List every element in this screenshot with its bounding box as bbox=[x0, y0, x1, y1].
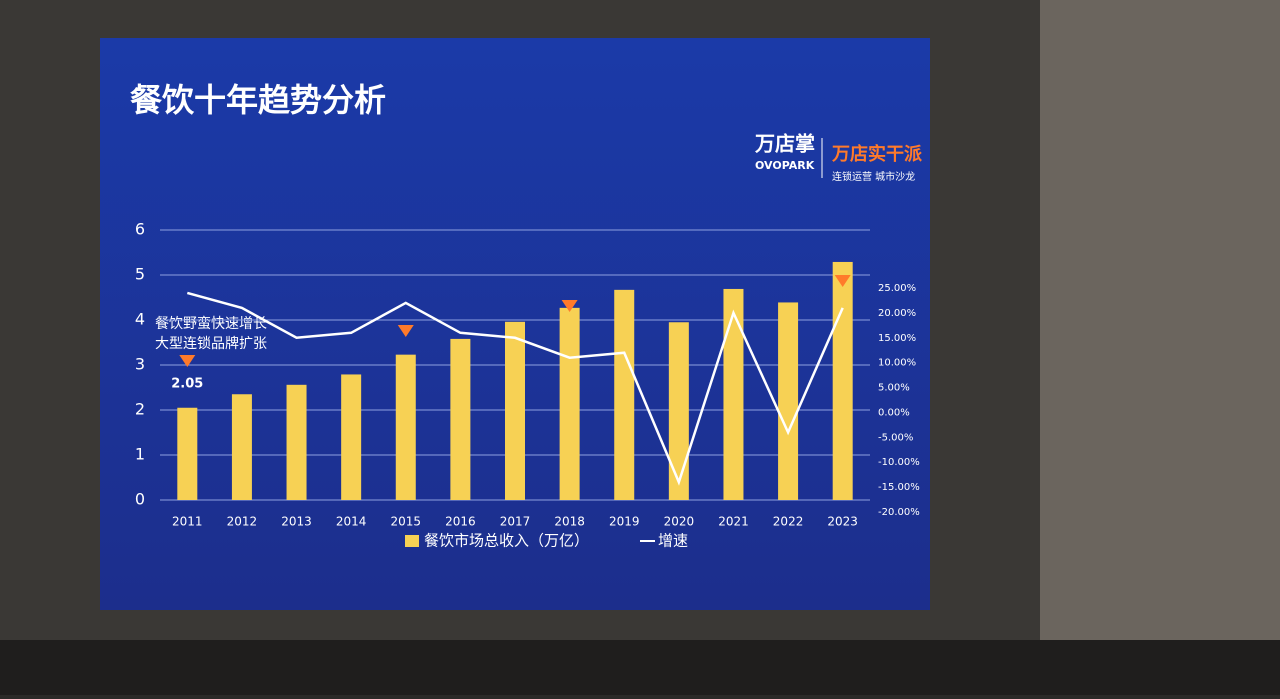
bar bbox=[832, 261, 853, 500]
y2-tick-label: -20.00% bbox=[878, 507, 920, 518]
y2-tick-label: 10.00% bbox=[878, 358, 916, 369]
bar bbox=[614, 289, 635, 500]
bar bbox=[231, 394, 252, 500]
marker bbox=[834, 275, 851, 287]
y2-tick-label: 5.00% bbox=[878, 383, 910, 394]
legend-swatch bbox=[405, 535, 419, 547]
x-tick-label: 2020 bbox=[664, 515, 695, 529]
y-tick-label: 6 bbox=[135, 220, 145, 239]
bar bbox=[668, 322, 689, 500]
logo-en: OVOPARK bbox=[755, 159, 815, 172]
x-tick-label: 2013 bbox=[281, 515, 312, 529]
legend-label: 增速 bbox=[658, 532, 688, 550]
bar bbox=[559, 307, 580, 500]
marker bbox=[179, 355, 196, 367]
y-tick-label: 4 bbox=[135, 310, 145, 329]
y2-tick-label: 20.00% bbox=[878, 308, 916, 319]
bar bbox=[286, 384, 307, 500]
audience bbox=[0, 640, 1280, 695]
x-tick-label: 2021 bbox=[718, 515, 749, 529]
x-tick-label: 2015 bbox=[390, 515, 421, 529]
marker bbox=[397, 325, 414, 337]
annotation: 餐饮野蛮快速增长 bbox=[155, 315, 267, 332]
x-tick-label: 2018 bbox=[554, 515, 585, 529]
event: 连锁运营 城市沙龙 bbox=[832, 170, 915, 183]
y2-tick-label: -5.00% bbox=[878, 432, 913, 443]
x-tick-label: 2011 bbox=[172, 515, 203, 529]
y2-tick-label: -10.00% bbox=[878, 457, 920, 468]
y-tick-label: 1 bbox=[135, 445, 145, 464]
y-tick-label: 0 bbox=[135, 490, 145, 509]
x-tick-label: 2023 bbox=[827, 515, 858, 529]
x-tick-label: 2014 bbox=[336, 515, 367, 529]
x-tick-label: 2012 bbox=[227, 515, 258, 529]
bar bbox=[341, 374, 362, 500]
x-tick-label: 2017 bbox=[500, 515, 531, 529]
x-tick-label: 2019 bbox=[609, 515, 640, 529]
y-tick-label: 2 bbox=[135, 400, 145, 419]
y-tick-label: 3 bbox=[135, 355, 145, 374]
legend-label: 餐饮市场总收入（万亿） bbox=[424, 532, 589, 550]
bar bbox=[395, 354, 416, 500]
marker bbox=[561, 300, 578, 312]
data-label: 2.05 bbox=[171, 376, 203, 391]
bar bbox=[723, 288, 744, 500]
y2-tick-label: -15.00% bbox=[878, 482, 920, 493]
line bbox=[186, 291, 844, 486]
logo: 万店掌 bbox=[754, 132, 815, 156]
bar bbox=[778, 302, 799, 500]
bar bbox=[450, 338, 471, 500]
y2-tick-label: 25.00% bbox=[878, 283, 916, 294]
bar bbox=[505, 321, 525, 500]
chart-title: 餐饮十年趋势分析 bbox=[130, 81, 386, 119]
x-tick-label: 2022 bbox=[773, 515, 804, 529]
bar bbox=[177, 407, 198, 500]
y2-tick-label: 0.00% bbox=[878, 407, 910, 418]
y-tick-label: 5 bbox=[135, 265, 145, 284]
wall bbox=[1040, 0, 1280, 695]
slogan: 万店实干派 bbox=[831, 143, 923, 165]
annotation: 大型连锁品牌扩张 bbox=[155, 335, 267, 352]
y2-tick-label: 15.00% bbox=[878, 333, 916, 344]
x-tick-label: 2016 bbox=[445, 515, 476, 529]
